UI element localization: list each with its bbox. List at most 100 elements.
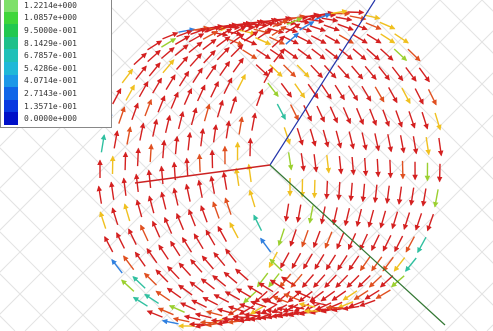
vector-arrow (122, 151, 129, 171)
vector-arrow (311, 48, 326, 60)
vector-field (96, 8, 444, 329)
vector-arrow (366, 33, 382, 44)
vector-arrow (298, 301, 316, 308)
vector-arrow (384, 185, 391, 205)
z-axis (269, 0, 376, 166)
vector-arrow (147, 49, 161, 63)
vector-arrow (250, 300, 267, 308)
vector-arrow (367, 209, 375, 228)
vector-arrow (309, 25, 326, 32)
legend-label: 0.0000e+000 (24, 114, 77, 124)
vector-arrow (387, 159, 394, 179)
vector-arrow (380, 33, 396, 44)
vector-arrow (176, 29, 193, 38)
vector-arrow (368, 275, 383, 288)
vector-arrow (281, 311, 299, 318)
vector-arrow (209, 175, 216, 194)
vector-arrow (285, 32, 300, 45)
vector-arrow (269, 36, 286, 45)
vector-arrow (170, 91, 179, 109)
vector-arrow (399, 135, 406, 154)
grid-line (66, 0, 399, 331)
vector-arrow (140, 224, 149, 242)
vector-arrow (161, 318, 179, 325)
vector-arrow (269, 48, 285, 60)
vector-arrow (202, 30, 219, 40)
vector-arrow (391, 211, 399, 230)
vector-arrow (135, 65, 147, 80)
vector-arrow (161, 139, 167, 159)
vector-arrow (258, 21, 275, 30)
vector-arrow (174, 44, 189, 57)
vector-arrow (112, 87, 122, 105)
vector-arrow (167, 265, 180, 280)
vector-arrow (253, 214, 263, 232)
vector-arrow (405, 66, 417, 82)
vector-arrow (314, 254, 325, 270)
grid-line (318, 156, 493, 331)
vector-arrow (203, 103, 211, 122)
vector-arrow (271, 25, 287, 36)
vector-arrow (229, 221, 239, 239)
vector-arrow (426, 213, 435, 232)
vector-arrow (242, 49, 258, 60)
vector-arrow (286, 17, 303, 25)
vector-arrow (99, 211, 107, 229)
vector-arrow (232, 57, 244, 73)
vector-arrow (283, 293, 300, 301)
vector-arrow (337, 23, 354, 31)
vector-arrow (425, 136, 431, 156)
vector-arrow (269, 279, 285, 290)
vector-arrow (203, 50, 216, 64)
vector-arrow (155, 269, 169, 283)
vector-arrow (408, 187, 415, 206)
vector-arrow (121, 177, 128, 196)
grid-line (0, 273, 58, 331)
vector-arrow (183, 88, 193, 105)
legend-label: 2.7143e-001 (24, 88, 77, 98)
vector-arrow (307, 83, 319, 99)
vector-arrow (342, 290, 358, 301)
vector-arrow (229, 96, 238, 114)
vector-arrow (274, 16, 292, 23)
vector-arrow (230, 44, 244, 58)
vector-arrow (216, 307, 234, 315)
vector-arrow (325, 304, 343, 311)
vector-arrow (217, 225, 228, 242)
vector-arrow (348, 255, 360, 271)
vector-arrow (393, 48, 408, 62)
vector-arrow (166, 287, 182, 299)
vector-arrow (325, 254, 337, 271)
vector-arrow (391, 66, 404, 82)
vector-arrow (190, 107, 198, 126)
vector-arrow (301, 274, 315, 288)
vector-arrow (302, 253, 313, 270)
vector-arrow (337, 255, 348, 271)
vector-arrow (196, 153, 203, 173)
vector-arrow (324, 34, 341, 44)
vector-arrow (362, 157, 369, 177)
vector-arrow (371, 234, 380, 252)
vector-arrow (234, 268, 249, 281)
vector-arrow (355, 208, 363, 228)
y-axis (269, 164, 446, 326)
vector-arrow (260, 17, 278, 25)
vector-arrow (309, 299, 327, 306)
grid-line (0, 0, 189, 189)
vector-arrow (329, 106, 338, 124)
legend-swatch (4, 49, 18, 62)
vector-arrow (261, 298, 278, 306)
vector-arrow (229, 33, 245, 45)
legend-swatch (4, 36, 18, 50)
vector-arrow (310, 35, 327, 44)
vector-arrow (216, 36, 231, 48)
vector-arrow (307, 205, 314, 224)
vector-arrow (375, 289, 391, 300)
vector-arrow (139, 122, 146, 141)
vector-arrow (210, 80, 219, 98)
vector-arrow (279, 273, 292, 288)
vector-arrow (364, 289, 380, 300)
legend-row: 1.0857e+000 (4, 11, 108, 25)
